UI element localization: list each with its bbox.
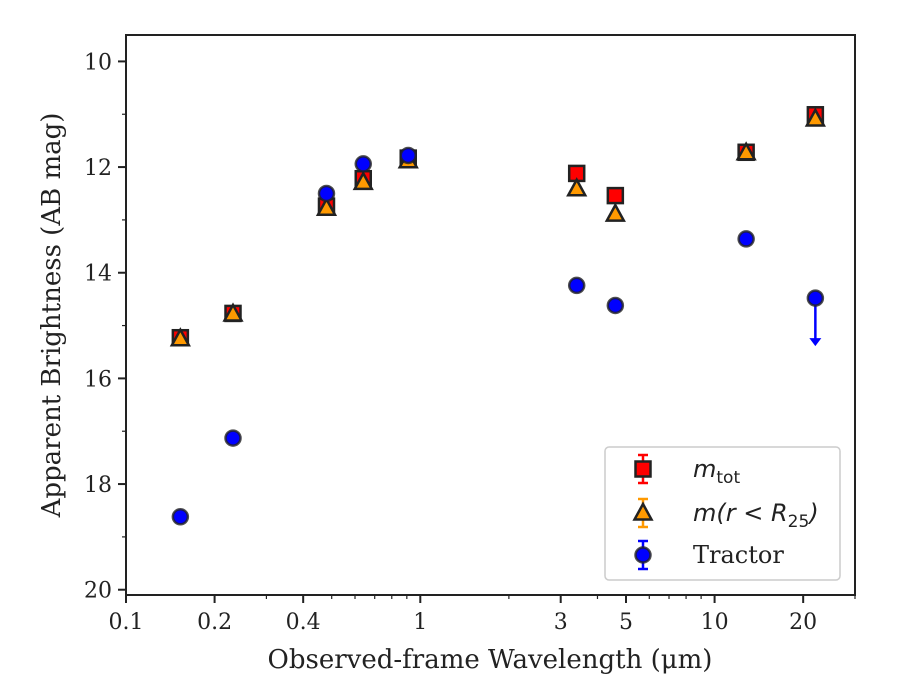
tractor-point: [317, 184, 336, 203]
data-points: [169, 106, 826, 526]
legend-marker: [634, 460, 652, 478]
m-r25-point: [804, 107, 826, 127]
legend-label: m(r < R25): [693, 499, 819, 532]
m-r25-point: [735, 141, 757, 161]
legend-label-inner: (r < R: [716, 499, 787, 527]
x-tick-label: 0.1: [109, 610, 144, 635]
tractor-point: [224, 429, 242, 447]
m-r25-point: [604, 202, 626, 222]
m-r25-point: [315, 196, 338, 217]
legend-label-subscript: 25: [788, 512, 810, 532]
legend-marker: [632, 501, 654, 521]
x-tick-label: 0.4: [286, 610, 321, 635]
m-tot-point: [606, 186, 625, 205]
y-tick-label: 20: [84, 579, 112, 604]
y-tick-label: 18: [84, 473, 112, 498]
legend-label-base: m: [693, 455, 716, 483]
tractor-point: [171, 508, 190, 526]
tractor-point: [354, 155, 373, 173]
plot-frame: [125, 34, 856, 596]
y-tick-label: 10: [84, 50, 112, 75]
upper-limit-arrow-head: [809, 338, 822, 347]
x-tick-label: 20: [789, 610, 817, 635]
x-tick-label: 10: [701, 610, 729, 635]
tractor-point: [399, 146, 417, 165]
tractor-point: [606, 296, 625, 315]
x-tick-label: 5: [619, 610, 633, 635]
axis-ticks: 0.1 0.2 0.4 1 3 5 10 20 10 12 14 16 18 20: [84, 50, 856, 635]
x-axis-label: Observed-frame Wavelength (μm): [268, 645, 713, 675]
y-axis-label: Apparent Brightness (AB mag): [37, 113, 67, 519]
m-r25-point: [352, 170, 374, 191]
legend-label: Tractor: [693, 541, 784, 569]
m-r25-point: [169, 327, 191, 347]
tractor-point: [806, 289, 825, 307]
legend-marker: [634, 546, 652, 564]
y-tick-label: 16: [84, 367, 112, 392]
legend-label-base: m: [693, 499, 716, 527]
legend-label: mtot: [693, 455, 740, 488]
x-tick-label: 3: [554, 610, 568, 635]
x-tick-label: 1: [413, 610, 427, 635]
y-tick-label: 14: [84, 262, 112, 287]
legend-box: [604, 446, 841, 581]
m-r25-point: [222, 302, 244, 322]
m-r25-point: [566, 177, 588, 197]
legend-label-close: ): [807, 499, 818, 527]
legend-label-subscript: tot: [716, 468, 740, 488]
tractor-point: [737, 230, 755, 248]
x-tick-label: 0.2: [197, 610, 232, 635]
y-tick-label: 12: [84, 156, 112, 181]
tractor-point: [567, 276, 586, 295]
